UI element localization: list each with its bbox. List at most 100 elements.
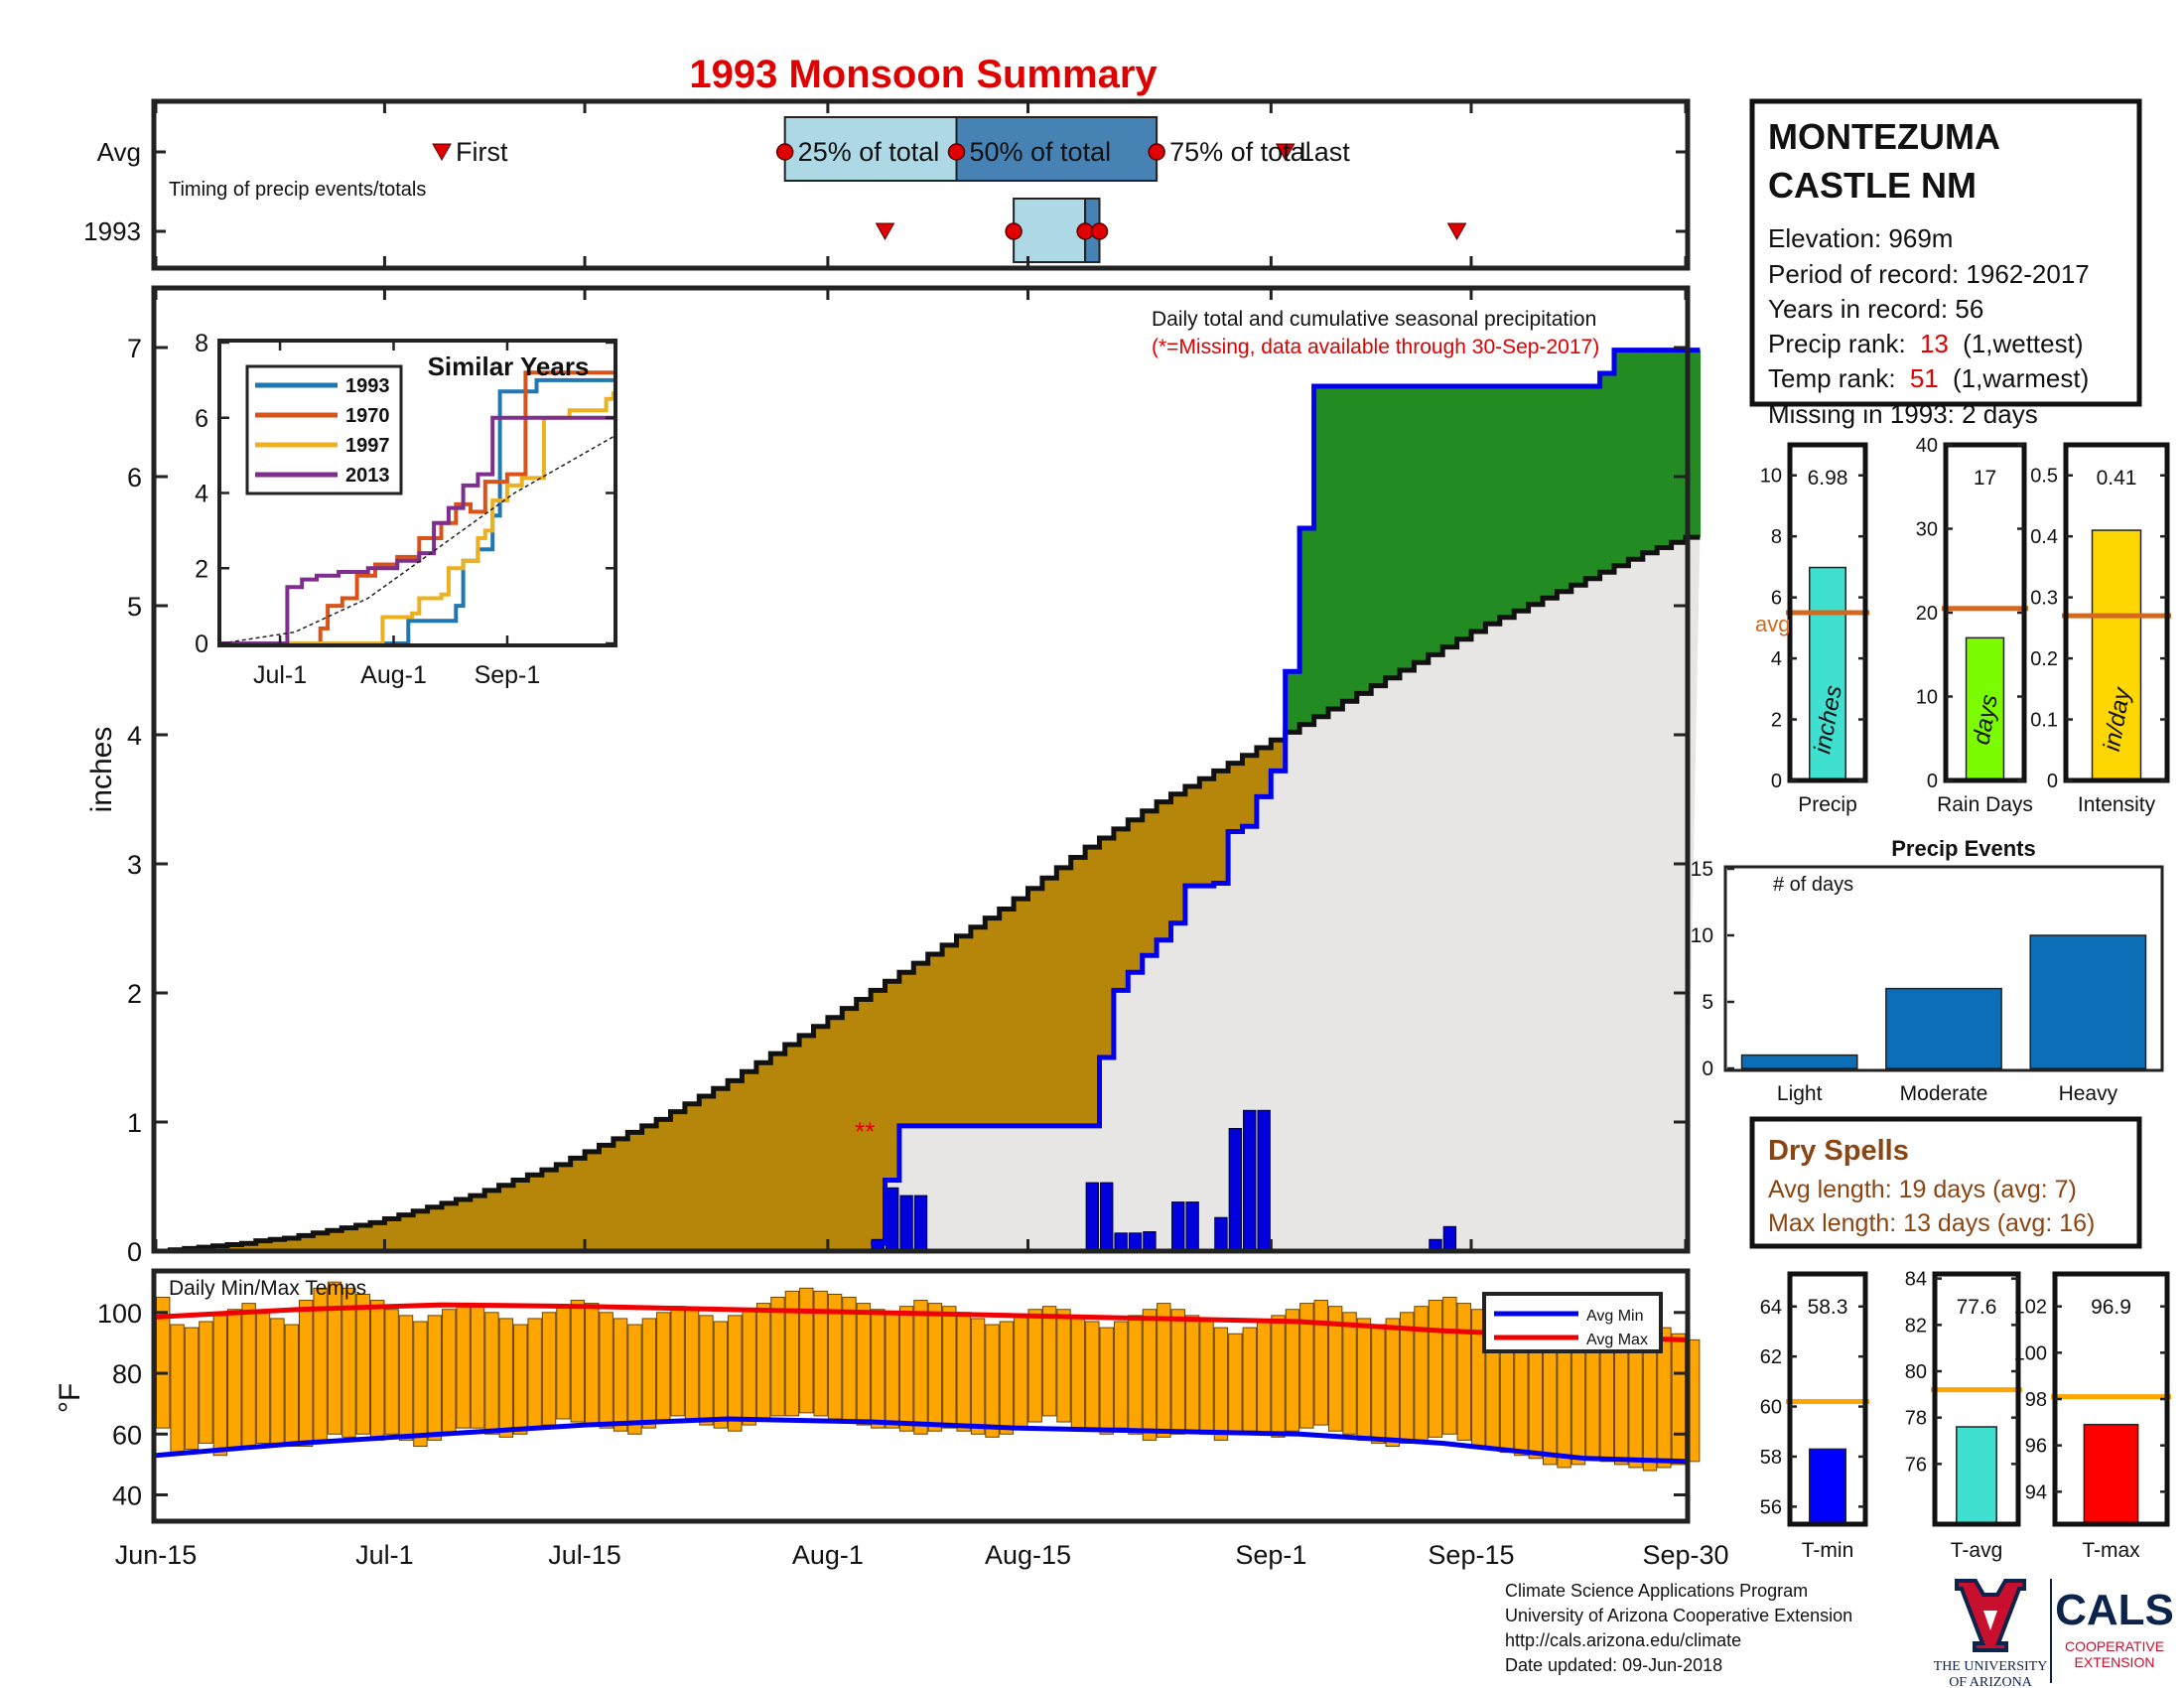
- temp-ytick-label: 60: [112, 1420, 142, 1450]
- temp-ylabel: °F: [54, 1383, 86, 1413]
- deficit-area-segment: [985, 917, 1001, 1126]
- event-bar: [1885, 987, 2002, 1069]
- small-panel-ytick-label: 40: [1916, 435, 1938, 457]
- deficit-area-segment: [427, 1206, 443, 1251]
- deficit-area-segment: [699, 1096, 715, 1251]
- small-panel-ytick-label: 0.1: [2030, 710, 2058, 732]
- events-ytick-label: 5: [1702, 991, 1713, 1014]
- small-panel-ytick-label: 80: [1905, 1361, 1927, 1383]
- small-panel-ytick-label: 102: [2014, 1297, 2047, 1319]
- daily-temp-bar: [784, 1290, 800, 1417]
- small-panel-frame: [1787, 1271, 1868, 1527]
- deficit-area-segment: [585, 1151, 601, 1251]
- deficit-area-segment: [641, 1125, 657, 1251]
- deficit-area-segment: [613, 1138, 628, 1251]
- deficit-area-segment: [927, 954, 943, 1126]
- daily-temp-bar: [1228, 1333, 1243, 1435]
- surplus-area-segment: [1599, 373, 1615, 573]
- deficit-area-segment: [728, 1080, 744, 1251]
- deficit-area-segment: [1213, 771, 1229, 884]
- daily-temp-bar: [541, 1312, 557, 1426]
- small-panel-ytick-label: 10: [1916, 687, 1938, 709]
- small-panel-ytick-label: 8: [1771, 526, 1782, 548]
- daily-temp-bar: [1256, 1321, 1272, 1435]
- daily-temp-bar: [341, 1287, 356, 1438]
- deficit-area-segment: [413, 1210, 429, 1251]
- deficit-area-segment: [913, 963, 929, 1126]
- xtick-label: Sep-15: [1428, 1540, 1514, 1570]
- small-panel-title: T-max: [2082, 1539, 2140, 1562]
- small-panel-value: 6.98: [1808, 467, 1848, 490]
- daily-temp-bar: [1014, 1315, 1028, 1429]
- surplus-area-segment: [1371, 386, 1387, 686]
- missing-data-marker: **: [855, 1117, 875, 1147]
- small-panel-frame: [1932, 1271, 2021, 1527]
- daily-temp-bar: [856, 1303, 872, 1426]
- deficit-area-segment: [1228, 763, 1244, 832]
- deficit-area-segment: [942, 944, 958, 1126]
- deficit-area-segment: [827, 1017, 843, 1251]
- temp-legend-max-label: Avg Max: [1586, 1332, 1648, 1348]
- precip-events-chart: Precip Events Light Moderate Heavy 0 5 10 15 #…: [1691, 836, 2164, 1105]
- xtick-label: Jul-15: [548, 1540, 621, 1570]
- deficit-area-segment: [398, 1214, 414, 1251]
- small-panel-ytick-label: 6: [1771, 588, 1782, 610]
- daily-temp-bar: [1085, 1321, 1100, 1432]
- daily-temp-bar: [1213, 1327, 1229, 1441]
- surplus-area-segment: [1456, 386, 1472, 639]
- xtick-label: Aug-1: [792, 1540, 864, 1570]
- small-panel-bar: [1965, 636, 2005, 781]
- daily-temp-bar: [184, 1327, 200, 1451]
- daily-precip-bar: [899, 1195, 913, 1252]
- small-panel-value: 96.9: [2091, 1296, 2131, 1319]
- daily-temp-bar: [1242, 1327, 1257, 1432]
- daily-precip-bar: [1185, 1201, 1199, 1252]
- daily-temp-bar: [284, 1324, 300, 1448]
- daily-temp-bar: [942, 1306, 957, 1429]
- surplus-area-segment: [1657, 350, 1673, 548]
- surplus-area-segment: [1557, 386, 1572, 592]
- small-panel-title: Rain Days: [1937, 793, 2033, 816]
- daily-temp-bar: [1385, 1318, 1400, 1448]
- daily-temp-bar: [755, 1303, 771, 1420]
- surplus-area-segment: [1570, 386, 1586, 586]
- station-precip-rank: Precip rank: 13 (1,wettest): [1768, 329, 2084, 358]
- daily-temp-bar: [956, 1312, 971, 1432]
- avg-max-line: [155, 1302, 1687, 1342]
- small-panel-value: 17: [1974, 467, 1996, 490]
- surplus-area-segment: [1514, 386, 1530, 612]
- daily-temp-bar: [570, 1300, 586, 1423]
- inset-legend-label: 1993: [345, 375, 390, 397]
- deficit-area-segment: [227, 1244, 243, 1251]
- small-panel-bar: [1809, 1448, 1846, 1525]
- inset-ytick-label: 2: [195, 555, 208, 583]
- deficit-area-segment: [770, 1054, 786, 1251]
- timing-avg-last-marker: [1275, 143, 1296, 162]
- ua-wordmark-line2: OF ARIZONA: [1949, 1675, 2033, 1688]
- deficit-area-segment: [799, 1035, 815, 1251]
- timing-panel: Avg 1993 Timing of precip events/totals …: [83, 98, 1691, 271]
- surplus-area-segment: [1499, 386, 1515, 618]
- daily-temp-bar: [498, 1318, 514, 1438]
- small-panel-ytick-label: 98: [2025, 1389, 2047, 1411]
- daily-temp-bar: [484, 1312, 499, 1435]
- deficit-area-segment: [484, 1190, 500, 1251]
- small-panel-ytick-label: 20: [1916, 603, 1938, 625]
- deficit-area-segment: [627, 1132, 643, 1251]
- events-ytick-label: 10: [1691, 924, 1713, 947]
- cals-wordmark: CALS: [2055, 1586, 2174, 1634]
- deficit-area-segment: [355, 1225, 371, 1251]
- dry-spells-frame: [1749, 1116, 2142, 1249]
- daily-precip-bar: [1442, 1225, 1457, 1252]
- deficit-area-segment: [755, 1062, 771, 1251]
- surplus-area-segment: [1585, 386, 1601, 579]
- small-panel-ytick-label: 84: [1905, 1269, 1927, 1291]
- xtick-label: Jun-15: [115, 1540, 198, 1570]
- deficit-area-segment: [742, 1071, 757, 1251]
- daily-temp-bar: [1184, 1315, 1200, 1432]
- deficit-area-segment: [1242, 755, 1258, 827]
- small-panel-ytick-label: 56: [1760, 1496, 1782, 1518]
- deficit-area-segment: [1256, 748, 1272, 797]
